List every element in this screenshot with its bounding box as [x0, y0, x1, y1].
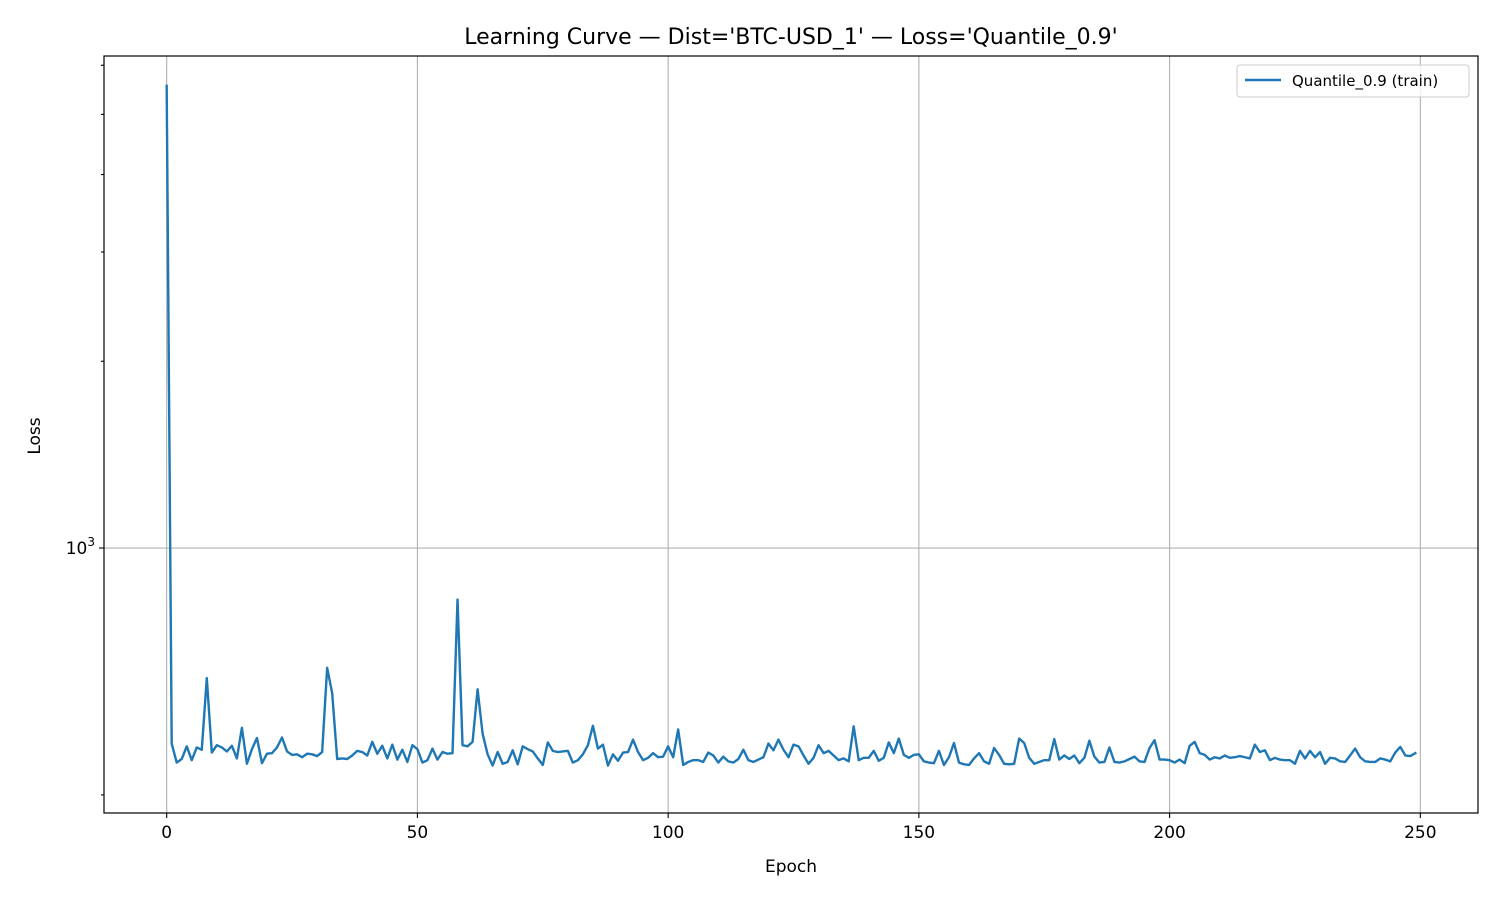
y-axis-label: Loss — [25, 417, 45, 454]
x-tick-label: 200 — [1153, 823, 1185, 843]
x-tick-label: 150 — [903, 823, 935, 843]
x-tick-label: 0 — [161, 823, 172, 843]
grid-lines — [104, 56, 1478, 813]
series-line-0 — [165, 84, 1417, 767]
x-tick-label: 250 — [1404, 823, 1436, 843]
series-layer — [165, 84, 1417, 767]
legend: Quantile_0.9 (train) — [1236, 64, 1470, 98]
x-tick-label: 50 — [407, 823, 429, 843]
legend-series-label: Quantile_0.9 (train) — [1292, 72, 1438, 91]
legend-box — [1236, 64, 1470, 98]
chart-title: Learning Curve — Dist='BTC-USD_1' — Loss… — [464, 25, 1117, 50]
plot-area-frame — [103, 55, 1479, 814]
axis-ticks: 0 50 100 150 200 250 103 — [66, 64, 1437, 843]
x-tick-label: 100 — [652, 823, 684, 843]
x-axis-label: Epoch — [765, 857, 817, 877]
y-tick-label: 103 — [66, 535, 95, 559]
